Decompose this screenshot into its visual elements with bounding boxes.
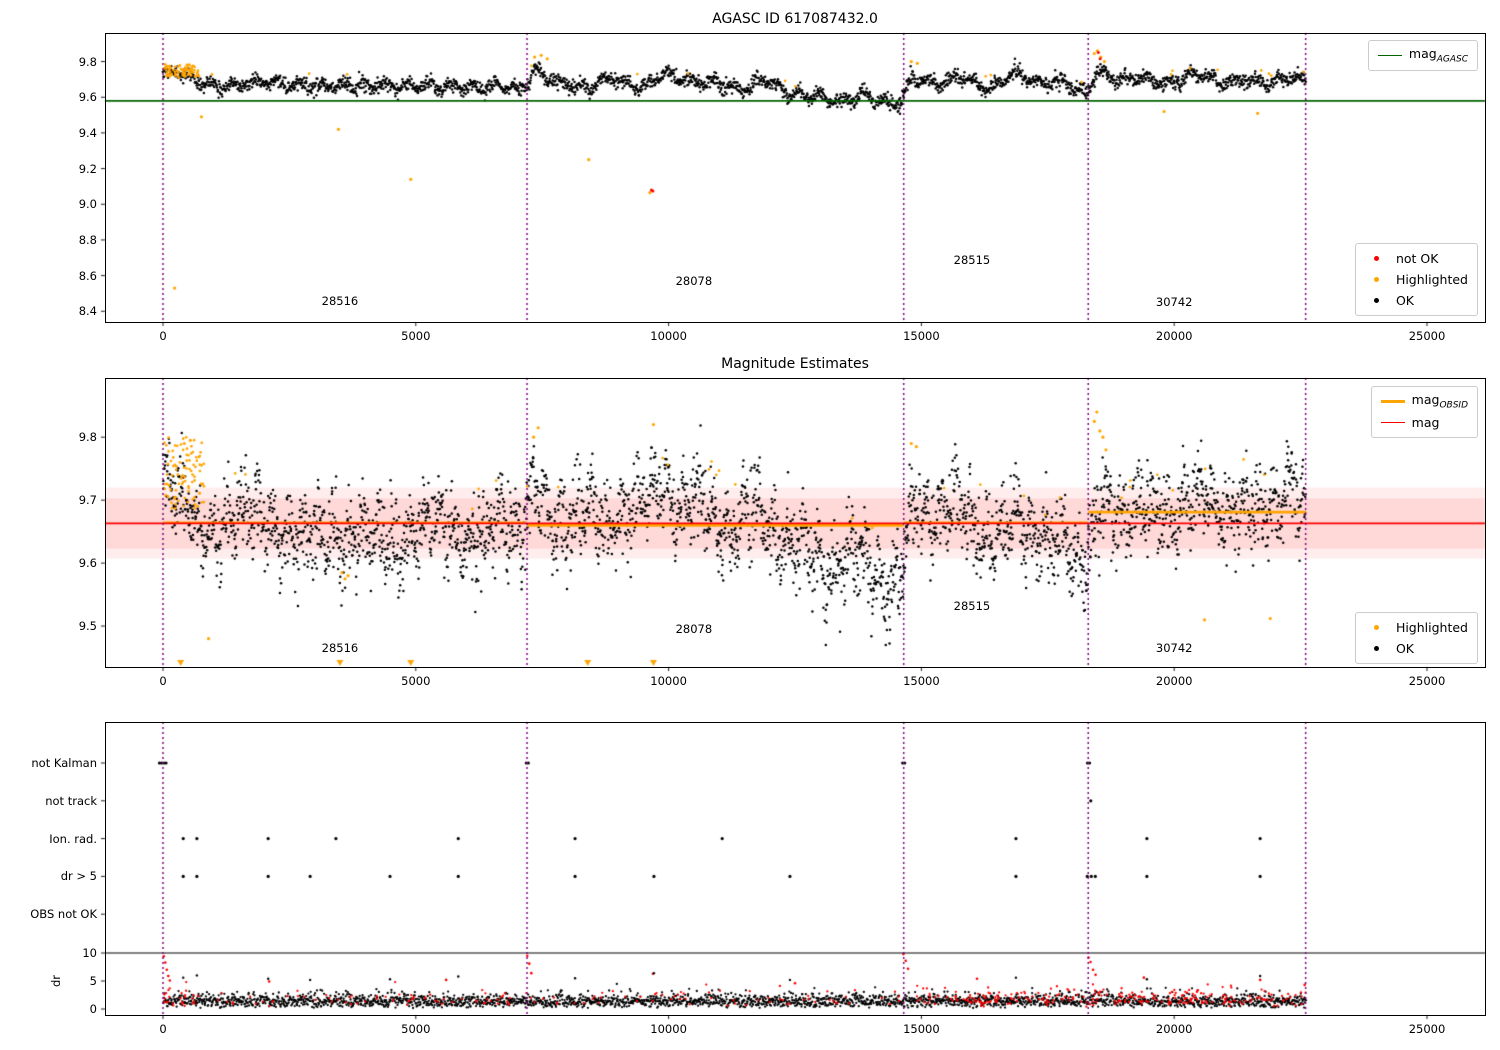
legend-panel1-lines: magAGASC bbox=[1367, 40, 1478, 71]
dr-axis-label: dr bbox=[49, 974, 63, 988]
legend-entry-ok: OK bbox=[1365, 290, 1468, 311]
obsid-label: 28078 bbox=[675, 273, 713, 288]
y-tick-label: 9.8 bbox=[78, 54, 97, 69]
x-tick-label: 25000 bbox=[1408, 1022, 1446, 1036]
x-tick-label: 15000 bbox=[903, 1022, 940, 1036]
x-tick-label: 15000 bbox=[903, 674, 940, 688]
highlighted-dot-swatch-wrap-2 bbox=[1365, 625, 1389, 630]
x-tick-label: 10000 bbox=[650, 329, 687, 343]
obsid-label: 30742 bbox=[1155, 295, 1193, 310]
legend-entry-mag: mag bbox=[1380, 412, 1468, 433]
mag-obsid-line-swatch bbox=[1380, 400, 1405, 403]
x-tick-label: 10000 bbox=[650, 1022, 687, 1036]
legend-label-ok: OK bbox=[1395, 293, 1414, 308]
not-ok-dot-swatch-wrap bbox=[1365, 256, 1389, 261]
y-tick-label: 10 bbox=[82, 946, 97, 960]
flag-row-label: not Kalman bbox=[31, 756, 97, 770]
x-tick-label: 0 bbox=[159, 674, 167, 688]
x-tick-label: 5000 bbox=[401, 329, 431, 343]
y-tick-label: 9.8 bbox=[78, 430, 97, 445]
legend-entry-mag-agasc: magAGASC bbox=[1377, 45, 1468, 66]
y-tick-label: 9.2 bbox=[78, 161, 97, 176]
x-tick-label: 0 bbox=[159, 329, 167, 343]
legend-panel2-lines: magOBSID mag bbox=[1370, 386, 1478, 438]
legend-label-mag-obsid: magOBSID bbox=[1411, 392, 1468, 411]
ok-dot-swatch-wrap bbox=[1365, 298, 1389, 303]
flag-row-label: Ion. rad. bbox=[49, 831, 97, 846]
x-tick-label: 10000 bbox=[650, 674, 687, 688]
y-tick-label: 9.0 bbox=[78, 197, 97, 212]
legend-entry-highlighted: Highlighted bbox=[1365, 269, 1468, 290]
y-tick-label: 8.6 bbox=[78, 268, 97, 283]
x-tick-label: 5000 bbox=[401, 674, 431, 688]
obsid-label: 28078 bbox=[675, 621, 713, 636]
legend-label-mag: mag bbox=[1411, 415, 1440, 430]
legend-panel1-points: not OK Highlighted OK bbox=[1354, 243, 1478, 316]
x-tick-label: 20000 bbox=[1155, 674, 1193, 688]
y-tick-label: 0 bbox=[89, 1002, 97, 1016]
mag-line-swatch bbox=[1380, 422, 1405, 423]
x-tick-label: 25000 bbox=[1408, 329, 1446, 343]
legend-panel2-points: Highlighted OK bbox=[1354, 612, 1478, 664]
y-tick-label: 8.8 bbox=[78, 232, 97, 247]
ok-dot-swatch-2 bbox=[1374, 646, 1380, 651]
x-tick-label: 5000 bbox=[401, 1022, 431, 1036]
panel2-title: Magnitude Estimates bbox=[721, 356, 869, 372]
flag-row-label: OBS not OK bbox=[30, 907, 97, 922]
legend-label-mag-agasc: magAGASC bbox=[1408, 46, 1468, 65]
ok-dot-swatch-wrap-2 bbox=[1365, 646, 1389, 651]
legend-entry-not-ok: not OK bbox=[1365, 248, 1468, 269]
obsid-label: 28516 bbox=[321, 641, 359, 656]
y-tick-label: 9.5 bbox=[78, 619, 97, 634]
legend-entry-mag-obsid: magOBSID bbox=[1380, 391, 1468, 412]
x-tick-label: 20000 bbox=[1155, 329, 1193, 343]
legend-label-not-ok: not OK bbox=[1395, 251, 1439, 266]
legend-entry-ok-2: OK bbox=[1365, 638, 1468, 659]
x-tick-label: 15000 bbox=[903, 329, 940, 343]
legend-label-highlighted-2: Highlighted bbox=[1395, 620, 1468, 635]
y-tick-label: 8.4 bbox=[78, 304, 97, 319]
y-tick-label: 9.4 bbox=[78, 125, 97, 140]
legend-label-ok-2: OK bbox=[1395, 641, 1414, 656]
legend-entry-highlighted-2: Highlighted bbox=[1365, 617, 1468, 638]
flag-row-label: dr > 5 bbox=[60, 869, 97, 884]
panel1-title: AGASC ID 617087432.0 bbox=[712, 11, 878, 27]
ok-dot-swatch bbox=[1374, 298, 1380, 303]
highlighted-dot-swatch-2 bbox=[1374, 625, 1380, 630]
flag-row-label: not track bbox=[45, 793, 97, 808]
mag-agasc-line-swatch bbox=[1377, 55, 1402, 56]
obsid-label: 28515 bbox=[953, 598, 991, 613]
x-tick-label: 25000 bbox=[1408, 674, 1446, 688]
obsid-label: 28516 bbox=[321, 293, 359, 308]
obsid-label: 30742 bbox=[1155, 641, 1193, 656]
not-ok-dot-swatch bbox=[1374, 256, 1380, 261]
y-tick-label: 9.6 bbox=[78, 90, 97, 105]
y-tick-label: 5 bbox=[89, 974, 97, 988]
highlighted-dot-swatch-wrap bbox=[1365, 277, 1389, 282]
highlighted-dot-swatch bbox=[1374, 277, 1380, 282]
x-tick-label: 20000 bbox=[1155, 1022, 1193, 1036]
y-tick-label: 9.6 bbox=[78, 556, 97, 571]
legend-label-highlighted: Highlighted bbox=[1395, 272, 1468, 287]
y-tick-label: 9.7 bbox=[78, 493, 97, 508]
x-tick-label: 0 bbox=[159, 1022, 167, 1036]
obsid-label: 28515 bbox=[953, 252, 991, 267]
